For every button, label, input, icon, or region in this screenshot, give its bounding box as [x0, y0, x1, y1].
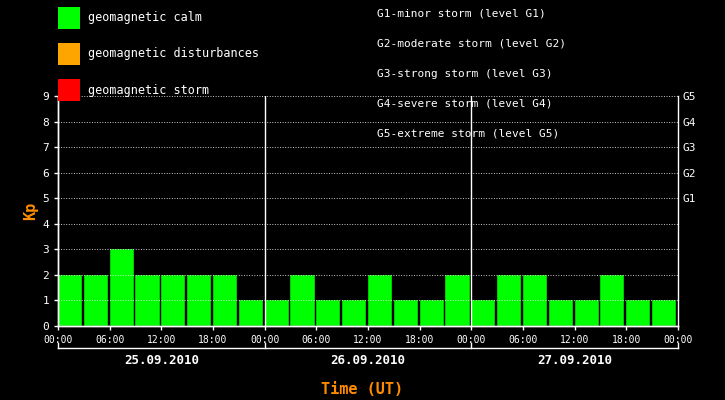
Text: 25.09.2010: 25.09.2010 — [124, 354, 199, 366]
Text: 27.09.2010: 27.09.2010 — [537, 354, 612, 366]
Text: G2-moderate storm (level G2): G2-moderate storm (level G2) — [377, 39, 566, 49]
Bar — [239, 300, 263, 326]
Text: geomagnetic calm: geomagnetic calm — [88, 12, 202, 24]
Bar — [265, 300, 289, 326]
Text: 26.09.2010: 26.09.2010 — [331, 354, 405, 366]
Bar — [445, 275, 470, 326]
Bar — [394, 300, 418, 326]
Text: geomagnetic storm: geomagnetic storm — [88, 84, 210, 96]
Text: G1-minor storm (level G1): G1-minor storm (level G1) — [377, 9, 546, 19]
Bar — [574, 300, 599, 326]
Bar — [549, 300, 573, 326]
Bar — [187, 275, 211, 326]
Bar — [316, 300, 341, 326]
Bar — [109, 249, 133, 326]
Bar — [84, 275, 108, 326]
Bar — [291, 275, 315, 326]
Text: G4-severe storm (level G4): G4-severe storm (level G4) — [377, 99, 552, 109]
Bar — [471, 300, 495, 326]
Text: Time (UT): Time (UT) — [321, 382, 404, 398]
Bar — [136, 275, 160, 326]
Bar — [368, 275, 392, 326]
Bar — [420, 300, 444, 326]
Bar — [497, 275, 521, 326]
Bar — [161, 275, 186, 326]
Y-axis label: Kp: Kp — [23, 202, 38, 220]
Text: G3-strong storm (level G3): G3-strong storm (level G3) — [377, 69, 552, 79]
Text: G5-extreme storm (level G5): G5-extreme storm (level G5) — [377, 129, 559, 139]
Bar — [213, 275, 237, 326]
Bar — [652, 300, 676, 326]
Bar — [58, 275, 82, 326]
Text: geomagnetic disturbances: geomagnetic disturbances — [88, 48, 260, 60]
Bar — [626, 300, 650, 326]
Bar — [342, 300, 366, 326]
Bar — [600, 275, 624, 326]
Bar — [523, 275, 547, 326]
